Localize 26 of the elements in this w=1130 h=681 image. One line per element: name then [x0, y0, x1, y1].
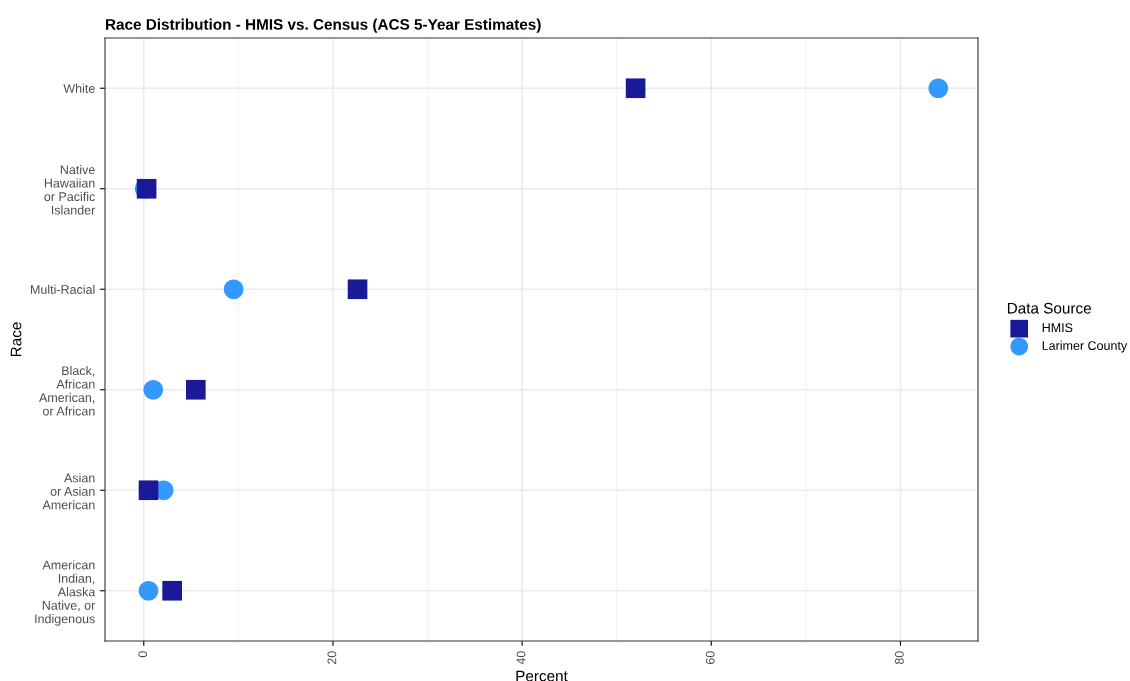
point	[625, 78, 646, 99]
y-tick-label: White	[63, 83, 95, 93]
x-tick-label: 40	[516, 651, 526, 665]
point	[928, 78, 949, 99]
x-axis-title: Percent	[516, 670, 568, 681]
y-tick-label: American Indian, Alaska Native, or Indigenous	[35, 560, 96, 626]
y-tick-label: Multi-Racial	[31, 284, 95, 294]
legend-label: HMIS	[1042, 323, 1073, 333]
point	[223, 279, 244, 300]
chart-title: Race Distribution - HMIS vs. Census (ACS 5-Year Estimates)	[106, 18, 541, 33]
y-tick-label: Black, African American, or African	[39, 365, 95, 416]
y-tick-label: Native Hawaiian or Pacific Islander	[44, 164, 96, 215]
point	[162, 580, 182, 601]
point	[185, 379, 206, 400]
legend-label: Larimer County	[1042, 340, 1128, 353]
x-tick-label: 0	[138, 651, 148, 658]
x-tick-label: 80	[894, 651, 904, 665]
y-axis-title: Race	[10, 322, 22, 357]
x-tick-label: 20	[327, 651, 337, 664]
legend-title: Data Source	[1007, 302, 1091, 314]
point	[347, 279, 368, 300]
point	[138, 480, 159, 501]
x-tick-label: 60	[705, 651, 715, 664]
point	[143, 379, 164, 400]
y-tick-label: Asian or Asian American	[42, 473, 95, 510]
point	[138, 580, 159, 601]
